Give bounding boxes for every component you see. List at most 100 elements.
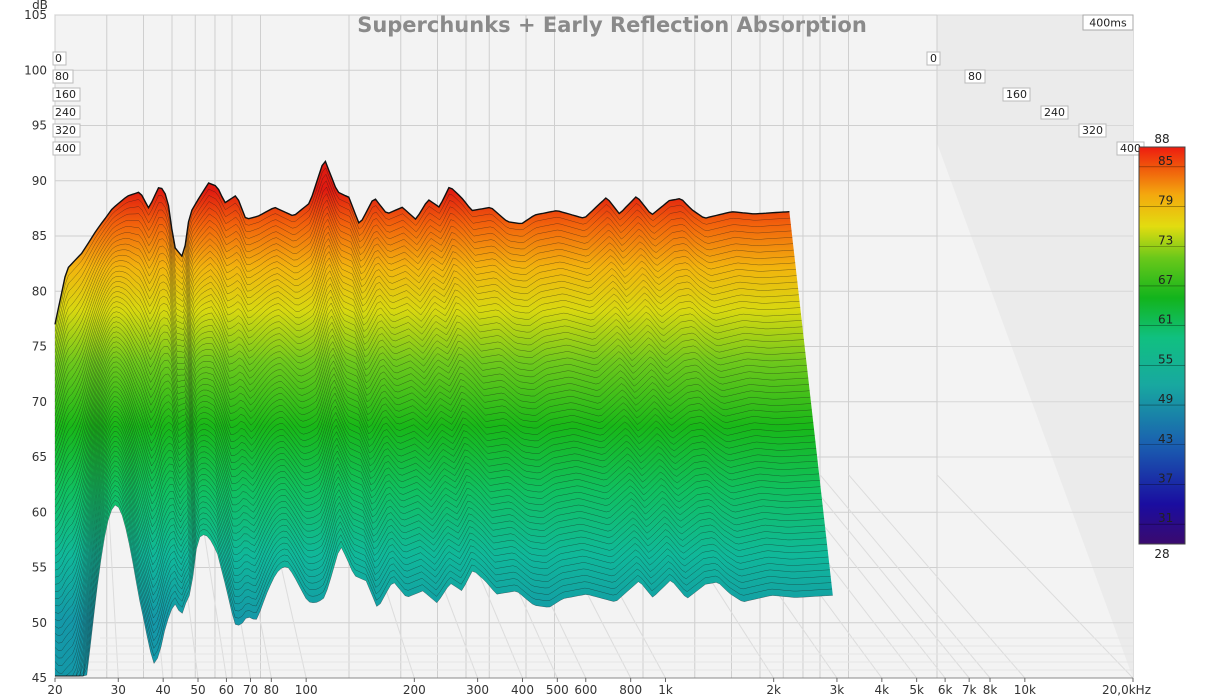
slice-line [55, 480, 830, 677]
surface-fill [55, 161, 833, 676]
slice-line [54, 250, 800, 423]
floor-gridline [819, 474, 991, 679]
time-tick-label-left: 320 [55, 124, 76, 137]
time-tick-box-left [52, 105, 81, 120]
time-tick-label-left: 160 [55, 88, 76, 101]
colorbar-max-label: 88 [1154, 132, 1169, 146]
time-tick-box-right [926, 51, 941, 66]
slice-line [55, 504, 833, 677]
time-tick-label-left: 0 [55, 52, 62, 65]
y-tick-label: 80 [32, 284, 47, 298]
x-tick-label: 10k [1014, 683, 1036, 697]
x-tick-label: 60 [219, 683, 234, 697]
colorbar-tick-label: 31 [1158, 511, 1173, 525]
y-tick-label: 55 [32, 561, 47, 575]
slice-line [54, 435, 823, 651]
slice-line [54, 218, 796, 388]
slice-line [54, 347, 811, 529]
time-tick-box-left [52, 123, 81, 138]
floor-gridline [802, 474, 970, 679]
slice-line [54, 231, 798, 402]
slice-line [54, 302, 806, 480]
chart-title: Superchunks + Early Reflection Absorptio… [357, 13, 867, 37]
slice-line [54, 401, 818, 599]
colorbar-tick-label: 61 [1158, 313, 1173, 327]
time-span-label: 400ms [1082, 14, 1134, 31]
time-tick-box-left [52, 69, 74, 84]
y-tick-label: 50 [32, 616, 47, 630]
time-tick-box-right [1002, 87, 1031, 102]
slice-line [54, 334, 809, 515]
colorbar-tick-label: 43 [1158, 432, 1173, 446]
slice-line [54, 308, 807, 487]
time-tick-label-left: 240 [55, 106, 76, 119]
slice-line [54, 406, 819, 607]
slice-line [54, 167, 791, 332]
slice-line [54, 396, 817, 592]
slice-line [54, 411, 820, 614]
slice-line [54, 180, 792, 346]
colorbar-tick-label: 37 [1158, 471, 1173, 485]
time-tick-box-left [52, 141, 81, 156]
slice-line [54, 371, 814, 557]
x-tick-label: 50 [190, 683, 205, 697]
slice-line [55, 485, 830, 677]
slice-line [54, 225, 797, 395]
colorbar-tick-label: 79 [1158, 194, 1173, 208]
slice-line [54, 455, 826, 677]
slice-line [54, 238, 799, 409]
surface [54, 159, 833, 677]
y-tick-label: 100 [24, 63, 47, 77]
time-tick-label-right: 160 [1006, 88, 1027, 101]
x-tick-label: 600 [574, 683, 597, 697]
x-tick-label: 300 [466, 683, 489, 697]
time-tick-box-right [1078, 123, 1107, 138]
x-tick-label: 200 [403, 683, 426, 697]
time-tick-label-right: 0 [930, 52, 937, 65]
y-tick-label: 75 [32, 340, 47, 354]
slice-line [54, 270, 802, 444]
x-tick-label: 800 [619, 683, 642, 697]
slice-line [55, 489, 831, 677]
x-tick-label: 3k [830, 683, 845, 697]
slice-line [54, 341, 810, 522]
y-tick-label: 70 [32, 395, 47, 409]
slice-line [54, 205, 795, 374]
floor-gridline [848, 474, 1026, 679]
x-axis: 20 30 40 50 60 70 80 100 200 300 400 500 600 800 1k 2k 3… [47, 677, 1151, 697]
time-tick-box-left [52, 87, 81, 102]
slice-line [54, 426, 822, 637]
x-tick-label: 5k [909, 683, 924, 697]
x-tick-label: 20 [47, 683, 62, 697]
colorbar-min-label: 28 [1154, 547, 1169, 561]
x-tick-label: 80 [264, 683, 279, 697]
slice-line [54, 289, 804, 466]
y-tick-label: 65 [32, 450, 47, 464]
y-tick-label: 60 [32, 505, 47, 519]
slice-line [55, 499, 833, 677]
y-tick-label: 90 [32, 174, 47, 188]
slice-line [54, 244, 799, 416]
slice-line [54, 381, 815, 571]
x-tick-label: 8k [983, 683, 998, 697]
slice-line [54, 353, 812, 536]
x-tick-label: 70 [243, 683, 258, 697]
x-tick-label: 500 [546, 683, 569, 697]
time-tick-label-right: 320 [1082, 124, 1103, 137]
colorbar-tick-label: 85 [1158, 154, 1173, 168]
colorbar-tick-label: 49 [1158, 392, 1173, 406]
x-tick-label: 2k [766, 683, 781, 697]
colorbar: 88 28 85 79 73 67 61 55 49 43 37 31 [1138, 132, 1186, 561]
slice-line [54, 263, 802, 437]
slice-line [54, 186, 793, 353]
slice-line [54, 328, 809, 508]
time-tick-label-left: 80 [55, 70, 69, 83]
svg-text:400ms: 400ms [1089, 17, 1127, 30]
y-tick-label: 45 [32, 671, 47, 685]
x-tick-label: 20,0kHz [1102, 683, 1151, 697]
slice-line [54, 391, 817, 585]
slice-line [54, 386, 816, 578]
slice-line [55, 460, 827, 677]
x-tick-label: 6k [938, 683, 953, 697]
